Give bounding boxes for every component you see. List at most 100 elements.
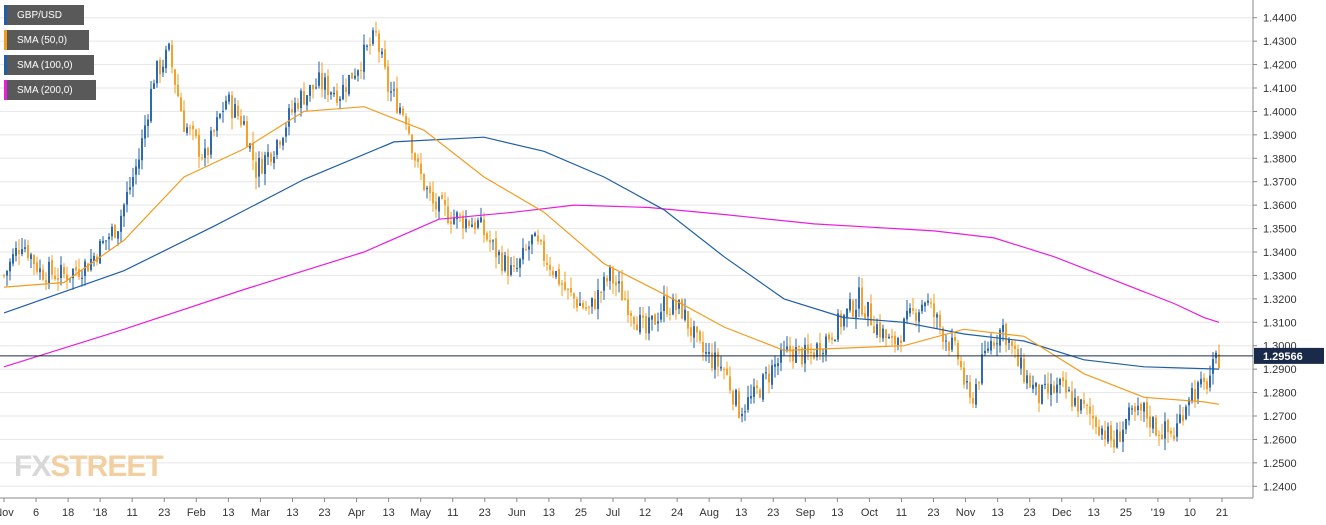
x-tick-label: Nov	[0, 507, 14, 519]
x-tick-label: Mar	[251, 507, 270, 519]
candle-body	[108, 236, 110, 240]
candle-body	[912, 308, 914, 311]
candle-body	[852, 300, 854, 317]
candle-body	[273, 156, 275, 164]
candle-body	[135, 166, 137, 175]
candle-body	[687, 311, 689, 329]
candle-body	[720, 366, 722, 369]
x-tick-label: 13	[543, 507, 555, 519]
candle-body	[1170, 430, 1172, 434]
candle-body	[1140, 403, 1142, 411]
x-tick-label: Dec	[1052, 507, 1072, 519]
x-tick-label: 18	[62, 507, 74, 519]
candle-body	[141, 138, 143, 161]
candle-body	[846, 308, 848, 318]
candle-body	[984, 350, 986, 354]
candle-body	[537, 235, 539, 242]
candle-body	[186, 127, 188, 133]
candle-body	[549, 264, 551, 270]
candle-body	[1059, 379, 1061, 385]
candle-body	[771, 365, 773, 385]
candle-body	[408, 126, 410, 134]
candle-body	[732, 391, 734, 405]
candle-body	[1053, 385, 1055, 393]
candle-body	[1206, 381, 1208, 390]
candle-body	[1143, 402, 1145, 412]
candle-body	[660, 312, 662, 320]
y-tick-label: 1.3900	[1263, 130, 1297, 142]
candle-body	[342, 84, 344, 100]
legend-item-gbpusd[interactable]: GBP/USD	[4, 5, 84, 25]
candle-body	[672, 297, 674, 315]
candle-body	[1077, 396, 1079, 412]
candle-body	[897, 338, 899, 346]
watermark-part2: STREET	[50, 450, 163, 483]
x-tick-label: 25	[575, 507, 587, 519]
candle-body	[1212, 359, 1214, 374]
candle-body	[453, 217, 455, 224]
x-tick-label: 11	[126, 507, 137, 519]
candle-body	[357, 70, 359, 76]
candle-body	[717, 352, 719, 367]
candle-body	[993, 342, 995, 347]
candle-body	[468, 220, 470, 227]
candle-body	[1146, 401, 1148, 419]
legend-item-sma50[interactable]: SMA (50,0)	[4, 30, 89, 50]
legend-item-sma200[interactable]: SMA (200,0)	[4, 80, 96, 100]
candle-body	[312, 84, 314, 90]
candle-body	[435, 201, 437, 210]
candle-body	[60, 264, 62, 278]
candle-body	[1083, 400, 1085, 404]
candle-body	[1080, 399, 1082, 411]
candle-body	[171, 44, 173, 68]
candle-body	[705, 352, 707, 354]
candle-body	[978, 382, 980, 384]
candle-body	[774, 364, 776, 367]
x-tick-label: May	[410, 507, 431, 519]
candle-body	[735, 389, 737, 406]
candle-body	[243, 121, 245, 125]
current-price-badge	[1254, 347, 1324, 364]
candle-body	[138, 159, 140, 169]
candle-body	[1044, 383, 1046, 385]
candle-body	[192, 125, 194, 130]
x-tick-label: Aug	[699, 507, 719, 519]
candle-body	[1176, 423, 1178, 437]
candle-body	[648, 317, 650, 334]
candle-body	[240, 116, 242, 126]
candle-body	[15, 247, 17, 256]
candle-body	[288, 108, 290, 127]
x-tick-label: Feb	[187, 507, 206, 519]
candle-body	[507, 256, 509, 277]
candle-body	[489, 239, 491, 243]
candle-body	[165, 49, 167, 69]
x-tick-label: Apr	[348, 507, 365, 519]
candle-body	[1161, 434, 1163, 440]
x-tick-label: 13	[735, 507, 747, 519]
candle-body	[951, 337, 953, 350]
candle-body	[981, 354, 983, 384]
candle-body	[285, 127, 287, 137]
candle-body	[873, 326, 875, 334]
sma50-line	[3, 106, 1220, 405]
candle-body	[1125, 418, 1127, 430]
candle-body	[954, 337, 956, 342]
candle-body	[126, 191, 128, 205]
candle-body	[276, 140, 278, 155]
candle-body	[1086, 404, 1088, 406]
candle-body	[1098, 426, 1100, 436]
candle-body	[345, 87, 347, 92]
x-tick-label: 23	[1024, 507, 1036, 519]
candle-body	[162, 66, 164, 73]
y-tick-label: 1.2800	[1263, 388, 1297, 400]
legend-label-sma100: SMA (100,0)	[17, 59, 73, 71]
x-tick-label: 11	[447, 507, 458, 519]
x-tick-label: Jun	[508, 507, 526, 519]
candle-body	[420, 163, 422, 174]
candle-body	[864, 313, 866, 319]
candle-body	[546, 262, 548, 265]
x-tick-label: 13	[992, 507, 1004, 519]
legend-item-sma100[interactable]: SMA (100,0)	[4, 55, 94, 75]
candle-body	[606, 278, 608, 282]
candle-body	[651, 315, 653, 320]
